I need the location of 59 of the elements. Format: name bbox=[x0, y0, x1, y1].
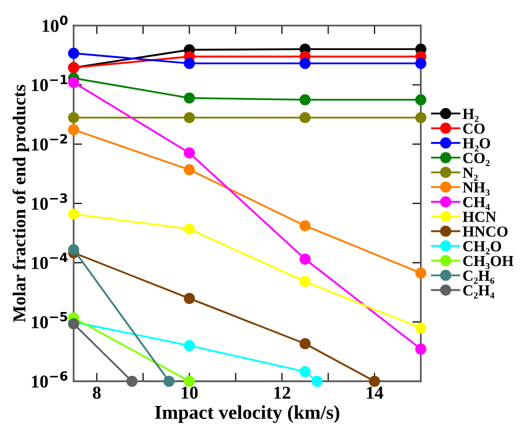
point bbox=[415, 322, 426, 334]
point bbox=[68, 48, 80, 59]
legend-label: CO₂ bbox=[463, 152, 490, 166]
point bbox=[300, 58, 311, 69]
point bbox=[415, 58, 426, 69]
point bbox=[300, 94, 311, 106]
point bbox=[415, 267, 426, 279]
point bbox=[184, 223, 195, 235]
point bbox=[300, 338, 311, 350]
point bbox=[184, 92, 195, 104]
y-axis-title: Molar fraction of end products bbox=[12, 84, 30, 322]
x-tick-label: 12 bbox=[274, 386, 290, 399]
point bbox=[68, 244, 80, 256]
y-tick-label: 10$^{−1}$ bbox=[32, 74, 68, 92]
point bbox=[312, 376, 323, 387]
point bbox=[163, 376, 175, 387]
legend-label: H₂O bbox=[462, 138, 490, 152]
legend-label: HNCO bbox=[462, 226, 508, 237]
point bbox=[184, 112, 195, 124]
y-tick-label: 10$^{−6}$ bbox=[32, 371, 68, 388]
y-tick-label: 10$^{−4}$ bbox=[32, 252, 68, 270]
x-tick-label: 14 bbox=[366, 386, 384, 399]
legend-label: N₂ bbox=[462, 168, 478, 181]
point bbox=[415, 94, 426, 106]
legend-label: CO bbox=[463, 123, 485, 134]
point bbox=[68, 112, 80, 124]
legend-label: C₂H₄ bbox=[463, 285, 494, 298]
legend-label: CH₄ bbox=[463, 197, 490, 210]
y-tick-label: 10$^{−5}$ bbox=[32, 312, 68, 328]
point bbox=[184, 376, 195, 387]
point bbox=[368, 376, 380, 387]
point bbox=[300, 112, 311, 124]
legend-label: HCN bbox=[462, 212, 496, 222]
point bbox=[300, 366, 311, 378]
legend-label: CH₂O bbox=[463, 241, 502, 254]
legend-label: C₂H₆ bbox=[463, 270, 494, 284]
x-axis-title: Impact velocity (km/s) bbox=[154, 405, 340, 423]
point bbox=[68, 124, 80, 136]
legend-label: NH₃ bbox=[462, 182, 490, 196]
x-tick-label: 8 bbox=[92, 386, 101, 399]
point bbox=[300, 220, 311, 232]
point bbox=[415, 112, 426, 124]
point bbox=[184, 292, 195, 304]
legend-label: H₂ bbox=[462, 108, 479, 122]
legend-label: CH₃OH bbox=[463, 256, 514, 270]
point bbox=[68, 76, 80, 88]
point bbox=[184, 147, 195, 159]
point bbox=[126, 376, 138, 387]
point bbox=[415, 343, 426, 355]
point bbox=[300, 254, 311, 265]
x-tick-label: 10 bbox=[182, 386, 198, 399]
y-tick-label: 10$^{−2}$ bbox=[32, 134, 68, 151]
point bbox=[68, 208, 80, 220]
point bbox=[184, 58, 195, 69]
point bbox=[300, 276, 311, 288]
point bbox=[184, 164, 195, 176]
y-tick-label: 10$^{−3}$ bbox=[32, 193, 68, 210]
y-tick-label: 10$^{0}$ bbox=[42, 16, 68, 32]
point bbox=[184, 340, 195, 352]
